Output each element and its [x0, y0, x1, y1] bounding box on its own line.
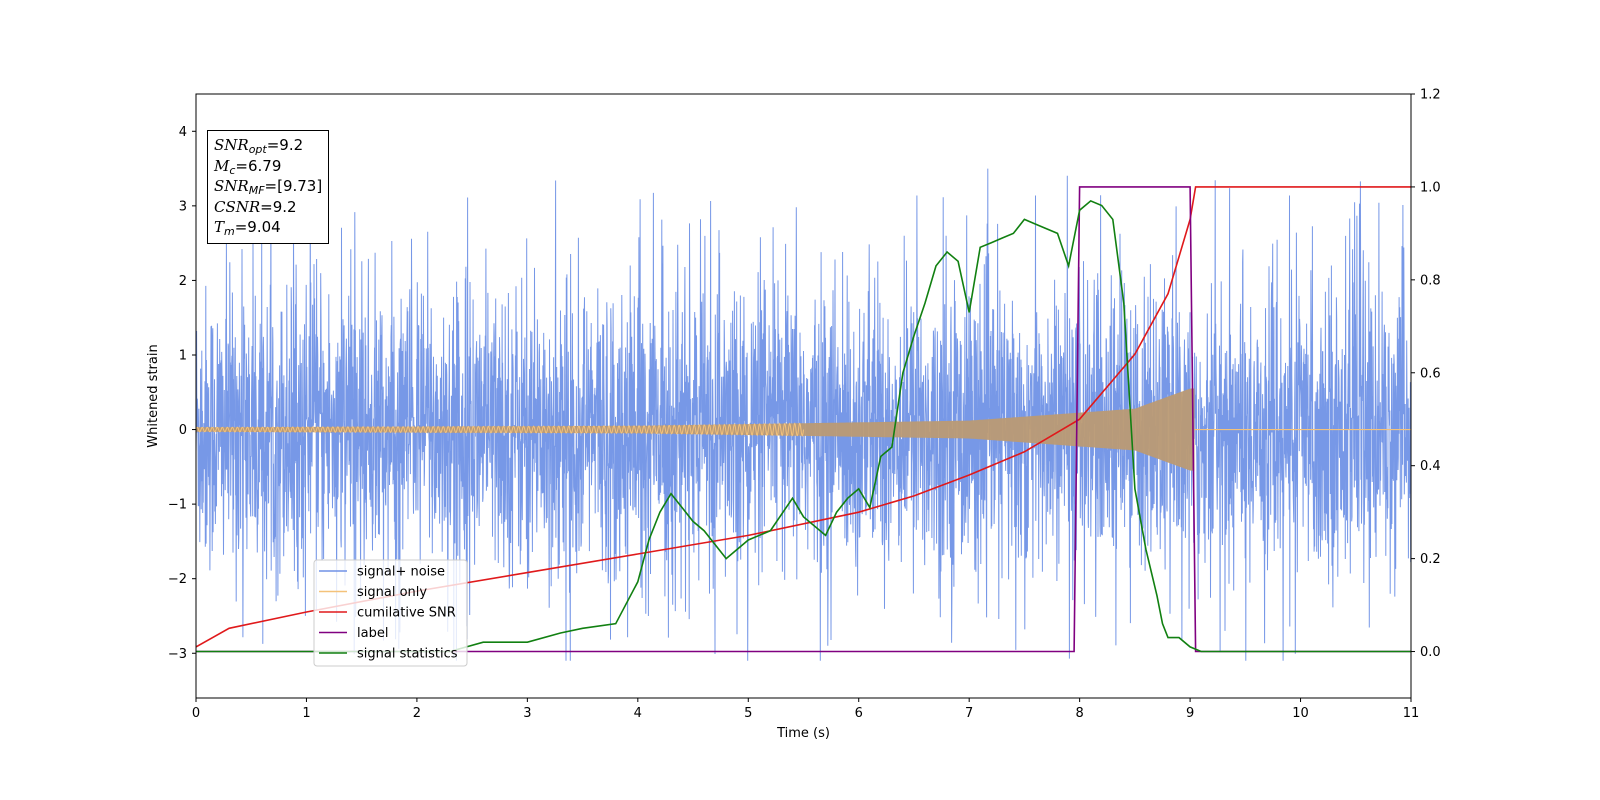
- snr-opt-line: SNRopt=9.2: [214, 136, 304, 156]
- y2-tick-label: 0.6: [1420, 366, 1441, 381]
- x-tick-label: 6: [855, 706, 863, 721]
- y-axis-label: Whitened strain: [146, 344, 161, 447]
- x-tick-label: 11: [1403, 706, 1420, 721]
- merger-time-line: Tm=9.04: [214, 218, 281, 238]
- csnr-line: CSNR=9.2: [214, 197, 297, 216]
- x-tick-label: 1: [302, 706, 310, 721]
- y-tick-label: −3: [168, 647, 187, 662]
- x-tick-label: 8: [1075, 706, 1083, 721]
- y2-tick-label: 1.2: [1420, 88, 1441, 103]
- legend-label: signal+ noise: [357, 565, 445, 580]
- x-axis: 0 1 2 3 4 5 6 7 8 9 10 11: [192, 698, 1419, 721]
- y2-tick-label: 0.8: [1420, 273, 1441, 288]
- signal-series: [196, 388, 1411, 471]
- x-tick-label: 9: [1186, 706, 1194, 721]
- snr-mf-line: SNRMF=[9.73]: [214, 177, 323, 197]
- y-tick-label: −2: [168, 572, 187, 587]
- legend: signal+ noise signal only cumilative SNR la…: [313, 559, 468, 667]
- plot-frame: [195, 93, 1412, 699]
- x-tick-label: 7: [965, 706, 973, 721]
- signal-only-line: [196, 422, 804, 438]
- legend-label: signal only: [357, 585, 427, 600]
- y-tick-label: 0: [179, 423, 187, 438]
- y-tick-label: 1: [179, 348, 187, 363]
- x-tick-label: 2: [413, 706, 421, 721]
- chirp-mass-line: Mc=6.79: [214, 156, 282, 177]
- stats-annotation-box: SNRopt=9.2 Mc=6.79 SNRMF=[9.73] CSNR=9.2…: [207, 130, 330, 244]
- x-tick-label: 4: [634, 706, 642, 721]
- x-axis-label: Time (s): [776, 726, 830, 741]
- signal-plus-noise-line: [196, 168, 1411, 661]
- y2-tick-label: 0.2: [1420, 552, 1441, 567]
- y-axis-left: −3 −2 −1 0 1 2 3 4: [168, 125, 196, 662]
- x-tick-label: 5: [744, 706, 752, 721]
- y-tick-label: 3: [179, 199, 187, 214]
- x-tick-label: 0: [192, 706, 200, 721]
- legend-label: label: [357, 626, 388, 641]
- y-tick-label: 4: [179, 125, 187, 140]
- noise-series: [196, 168, 1411, 661]
- legend-label: cumilative SNR: [357, 606, 456, 621]
- y-tick-label: −1: [168, 498, 187, 513]
- y-tick-label: 2: [179, 274, 187, 289]
- legend-box: [313, 559, 468, 667]
- signal-statistics-line: [196, 199, 1411, 653]
- legend-label: signal statistics: [357, 647, 458, 662]
- y2-tick-label: 1.0: [1420, 180, 1441, 195]
- y2-tick-label: 0.0: [1420, 645, 1441, 660]
- y2-tick-label: 0.4: [1420, 459, 1441, 474]
- y-axis-right: 0.0 0.2 0.4 0.6 0.8 1.0 1.2: [1411, 88, 1441, 660]
- x-tick-label: 10: [1292, 706, 1309, 721]
- x-tick-label: 3: [523, 706, 531, 721]
